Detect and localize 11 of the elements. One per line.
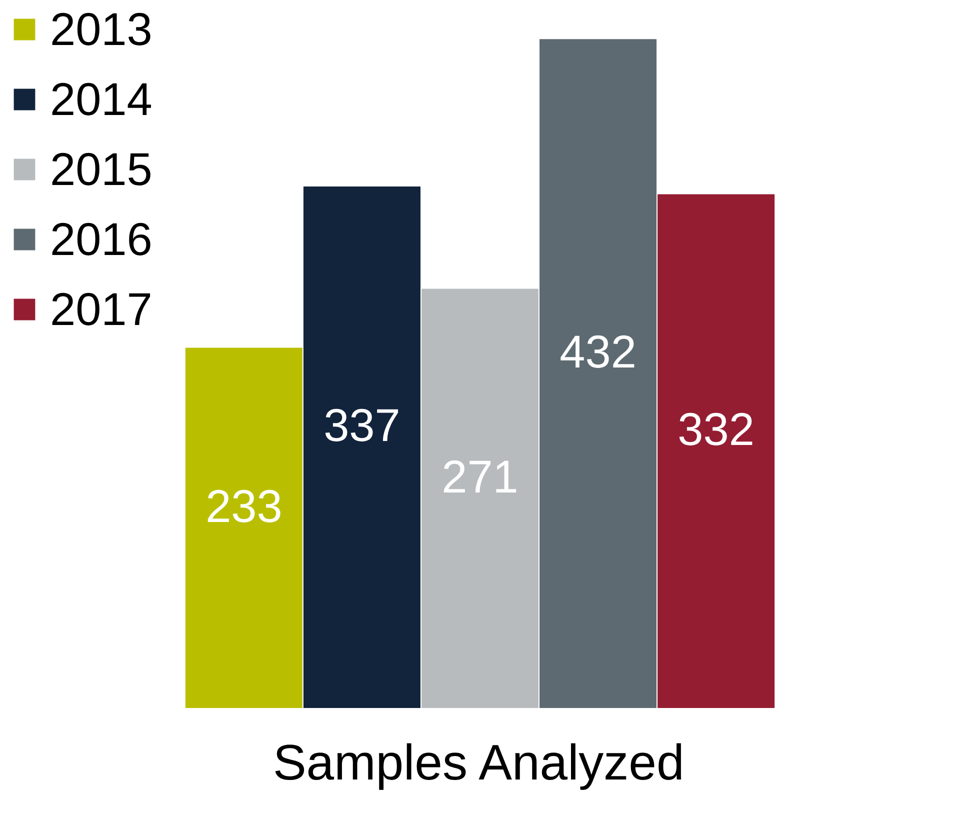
data-label: 271 (442, 450, 518, 502)
legend-label: 2013 (50, 2, 152, 56)
legend-label: 2015 (50, 142, 152, 196)
x-axis-title: Samples Analyzed (272, 734, 684, 790)
data-label: 432 (560, 326, 636, 378)
legend-label: 2014 (50, 72, 152, 126)
data-label: 233 (206, 480, 282, 532)
legend-label: 2017 (50, 282, 152, 336)
data-label: 337 (324, 399, 400, 452)
legend-label: 2016 (50, 212, 152, 266)
data-label: 332 (678, 403, 754, 456)
